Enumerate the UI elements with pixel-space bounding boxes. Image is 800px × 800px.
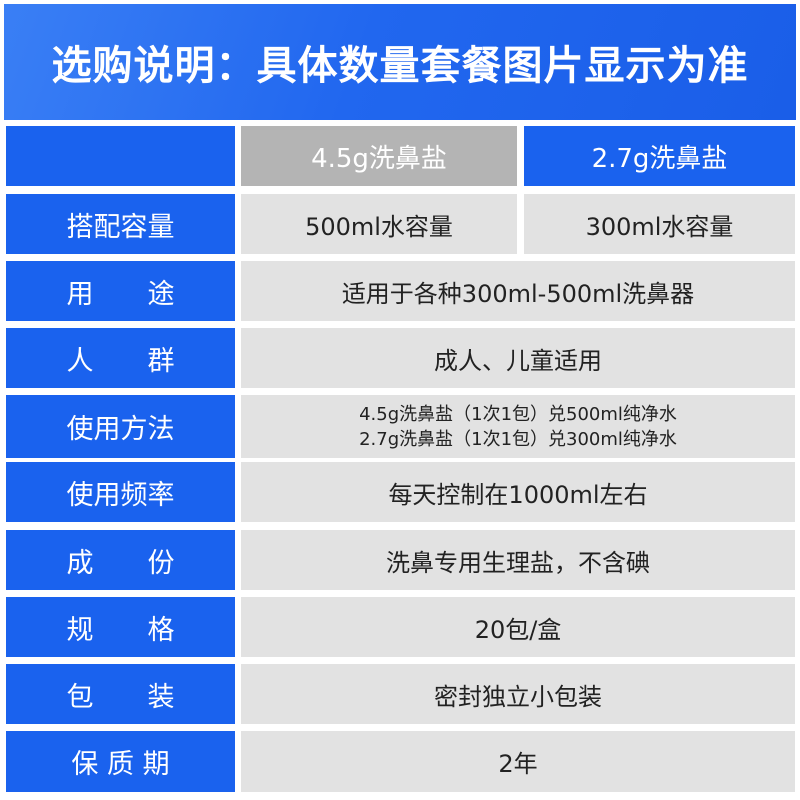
row-value: 2年 [241,731,795,792]
row-value: 300ml水容量 [524,194,795,254]
row-label: 成 份 [6,530,235,590]
option-2-7g[interactable]: 2.7g洗鼻盐 [524,126,795,186]
row-label: 使用频率 [6,462,235,522]
page-title: 选购说明：具体数量套餐图片显示为准 [51,43,749,89]
row-value: 洗鼻专用生理盐，不含碘 [241,530,795,590]
row-label: 使用方法 [6,395,235,458]
usage-line: 4.5g洗鼻盐（1次1包）兑500ml纯净水 [359,403,677,425]
row-label: 用 途 [6,261,235,321]
row-value-usage: 4.5g洗鼻盐（1次1包）兑500ml纯净水 2.7g洗鼻盐（1次1包）兑300… [241,395,795,458]
row-label: 人 群 [6,328,235,388]
row-value: 20包/盒 [241,597,795,657]
row-value: 密封独立小包装 [241,664,795,724]
row-value: 500ml水容量 [241,194,517,254]
header-banner: 选购说明：具体数量套餐图片显示为准 [4,4,796,120]
usage-line: 2.7g洗鼻盐（1次1包）兑300ml纯净水 [359,428,677,450]
row-value: 每天控制在1000ml左右 [241,462,795,522]
row-value: 适用于各种300ml-500ml洗鼻器 [241,261,795,321]
row-label: 搭配容量 [6,194,235,254]
corner-cell [6,126,235,186]
row-label: 包 装 [6,664,235,724]
option-4-5g[interactable]: 4.5g洗鼻盐 [241,126,517,186]
row-label: 保 质 期 [6,731,235,792]
row-value: 成人、儿童适用 [241,328,795,388]
row-label: 规 格 [6,597,235,657]
